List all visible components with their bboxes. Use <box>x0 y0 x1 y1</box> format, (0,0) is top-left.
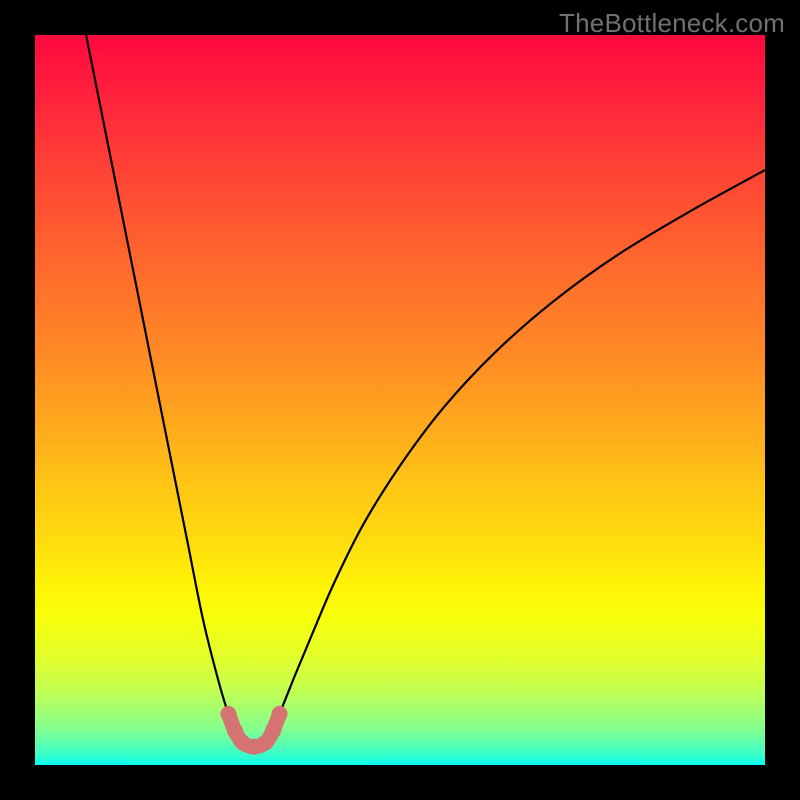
highlight-marker <box>220 706 236 722</box>
highlight-marker <box>265 723 281 739</box>
chart-svg <box>35 35 765 765</box>
highlight-marker <box>272 706 288 722</box>
watermark-text: TheBottleneck.com <box>559 8 785 39</box>
plot-area <box>35 35 765 765</box>
gradient-background <box>35 35 765 765</box>
